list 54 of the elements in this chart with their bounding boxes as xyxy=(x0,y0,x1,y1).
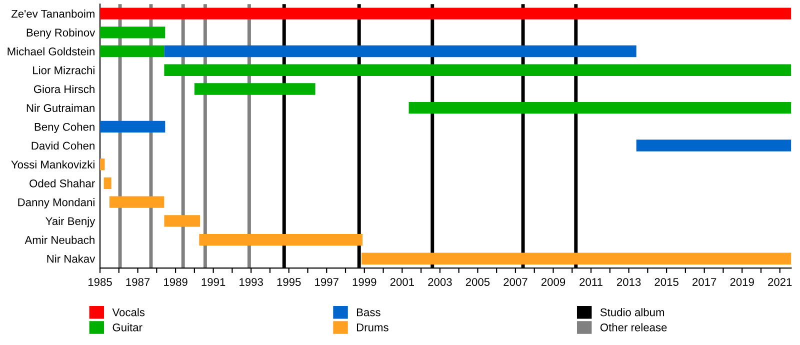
bar xyxy=(164,215,200,227)
bar xyxy=(199,234,363,246)
legend-label: Other release xyxy=(600,323,667,332)
bar xyxy=(100,8,792,20)
x-tick-label: 1987 xyxy=(126,278,150,286)
x-tick-label: 1993 xyxy=(240,278,263,286)
bar xyxy=(362,252,792,264)
x-tick-label: 2019 xyxy=(730,278,754,286)
bar xyxy=(408,102,792,114)
y-tick-label: Oded Shahar xyxy=(30,179,95,188)
bar xyxy=(100,45,164,58)
bar xyxy=(164,45,636,58)
bar xyxy=(164,64,792,76)
legend-label: Guitar xyxy=(112,323,142,332)
x-tick-label: 1989 xyxy=(164,278,188,286)
x-tick-label: 2007 xyxy=(504,278,528,286)
legend-label: Drums xyxy=(356,324,388,332)
y-tick-label: Danny Mondani xyxy=(18,198,94,208)
x-tick-label: 2015 xyxy=(654,278,678,286)
x-tick-label: 2013 xyxy=(616,278,641,286)
x-tick-label: 1991 xyxy=(202,278,226,286)
y-tick-label: Nir Gutraiman xyxy=(26,104,94,112)
x-tick-label: 2001 xyxy=(390,278,414,286)
legend-label: Bass xyxy=(356,308,380,316)
x-tick-label: 2011 xyxy=(580,278,602,286)
bar xyxy=(100,120,166,133)
x-tick-label: 2017 xyxy=(692,278,716,286)
y-tick-label: Yair Benjy xyxy=(46,216,96,228)
x-tick-label: 1997 xyxy=(315,278,338,286)
y-tick-label: Beny Cohen xyxy=(34,122,94,134)
y-tick-label: Amir Neubach xyxy=(24,236,94,244)
x-tick-label: 1985 xyxy=(88,278,112,286)
legend-label: Studio album xyxy=(600,308,664,316)
y-tick-label: Beny Robinov xyxy=(26,28,96,39)
bar xyxy=(100,26,166,38)
bar xyxy=(100,158,105,170)
x-tick-label: 2009 xyxy=(541,278,566,286)
y-tick-label: Ze'ev Tananboim xyxy=(11,10,94,18)
bar xyxy=(636,140,792,152)
y-tick-label: Lior Mizrachi xyxy=(33,66,94,74)
y-tick-label: David Cohen xyxy=(32,142,94,150)
x-tick-label: 2021 xyxy=(768,278,792,286)
y-tick-label: Giora Hirsch xyxy=(34,84,94,94)
bar xyxy=(109,196,164,208)
legend-label: Vocals xyxy=(112,308,145,316)
y-tick-label: Yossi Mankovizki xyxy=(11,160,94,169)
x-tick-label: 1999 xyxy=(352,278,376,286)
y-tick-label: Michael Goldstein xyxy=(8,47,94,56)
bar xyxy=(194,83,316,95)
x-tick-label: 1995 xyxy=(277,278,301,286)
x-tick-label: 2005 xyxy=(466,278,490,286)
bar xyxy=(104,177,112,190)
x-tick-label: 2003 xyxy=(428,278,452,286)
y-tick-label: Nir Nakav xyxy=(47,254,96,263)
